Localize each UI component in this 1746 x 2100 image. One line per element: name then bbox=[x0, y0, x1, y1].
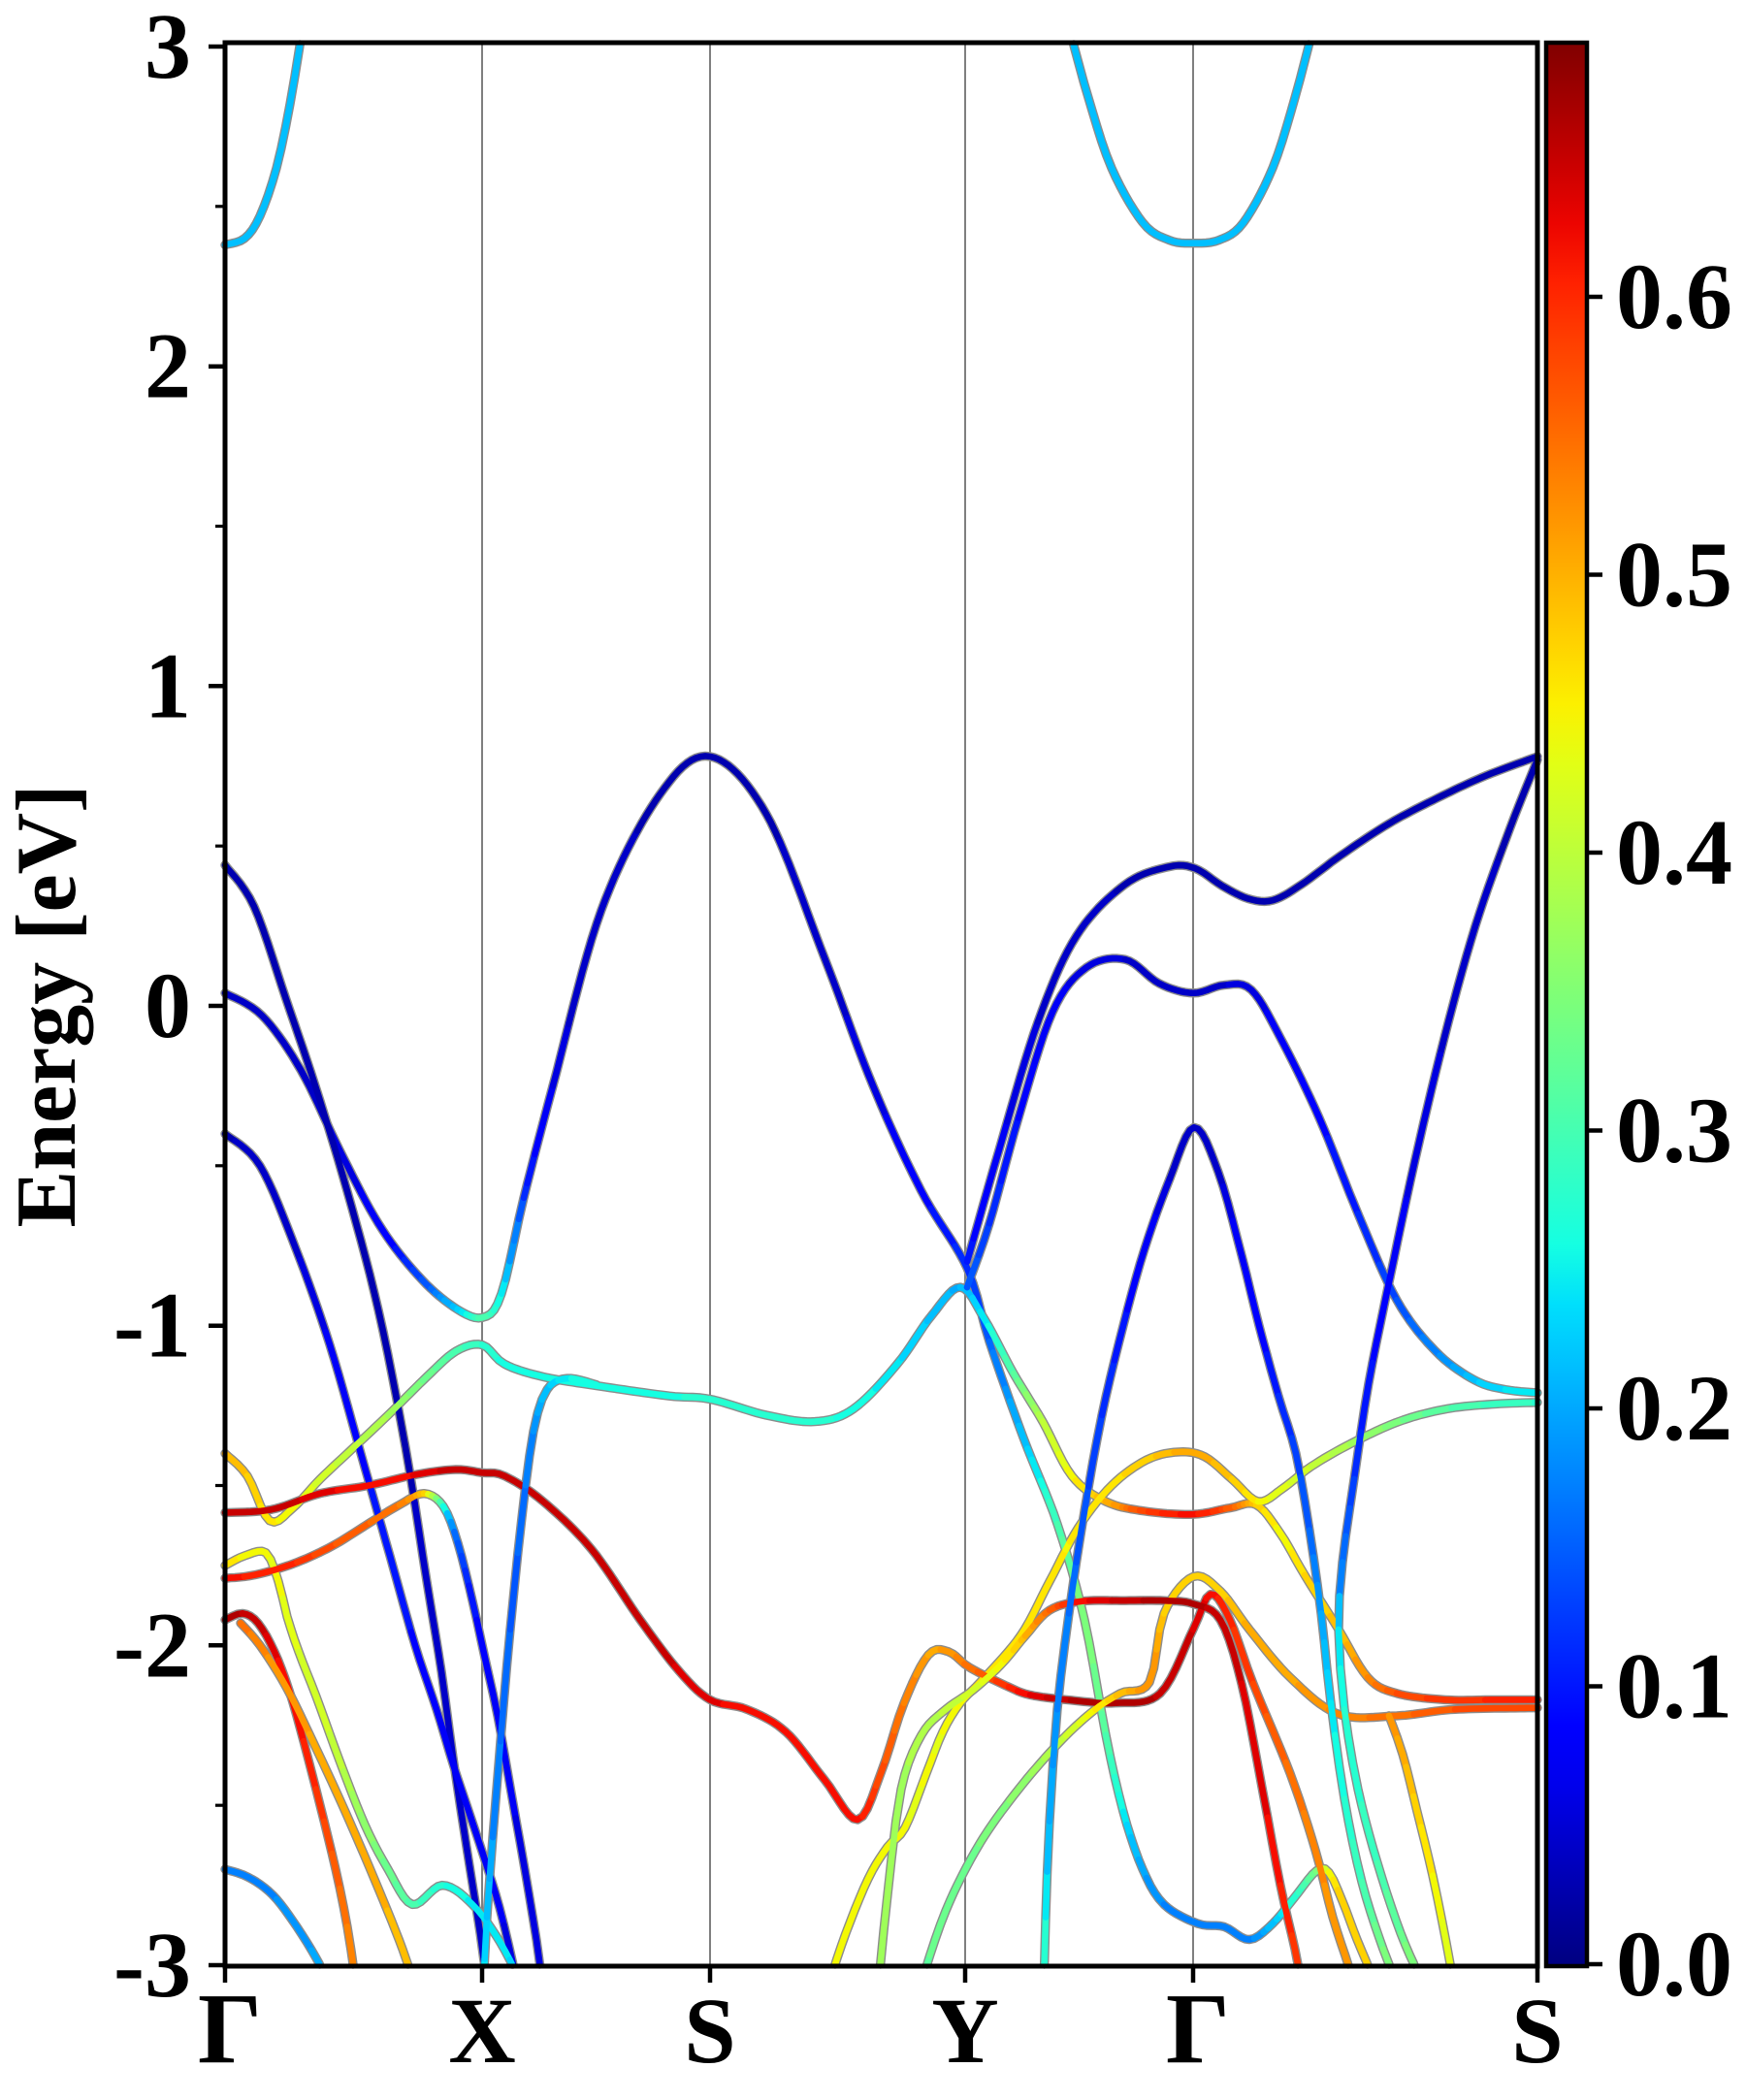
svg-text:0: 0 bbox=[145, 953, 191, 1057]
svg-text:0.6: 0.6 bbox=[1616, 244, 1732, 348]
svg-text:Energy [eV]: Energy [eV] bbox=[0, 785, 94, 1228]
svg-text:S: S bbox=[684, 1979, 735, 2083]
svg-text:0.3: 0.3 bbox=[1616, 1079, 1732, 1182]
svg-text:Γ: Γ bbox=[1166, 1973, 1230, 2084]
svg-text:0.1: 0.1 bbox=[1616, 1634, 1732, 1738]
svg-text:X: X bbox=[448, 1979, 515, 2083]
svg-text:2: 2 bbox=[145, 314, 191, 418]
svg-text:1: 1 bbox=[145, 633, 191, 737]
svg-text:0.4: 0.4 bbox=[1616, 800, 1732, 904]
svg-text:Γ: Γ bbox=[198, 1973, 262, 2084]
svg-text:3: 3 bbox=[145, 0, 191, 98]
svg-text:Y: Y bbox=[931, 1979, 998, 2083]
svg-text:-1: -1 bbox=[113, 1274, 191, 1377]
svg-text:S: S bbox=[1511, 1979, 1563, 2083]
svg-text:0.0: 0.0 bbox=[1616, 1912, 1732, 2016]
svg-text:0.2: 0.2 bbox=[1616, 1356, 1732, 1460]
svg-text:0.5: 0.5 bbox=[1616, 523, 1732, 627]
svg-text:-3: -3 bbox=[113, 1913, 191, 2017]
svg-text:-2: -2 bbox=[113, 1593, 191, 1696]
